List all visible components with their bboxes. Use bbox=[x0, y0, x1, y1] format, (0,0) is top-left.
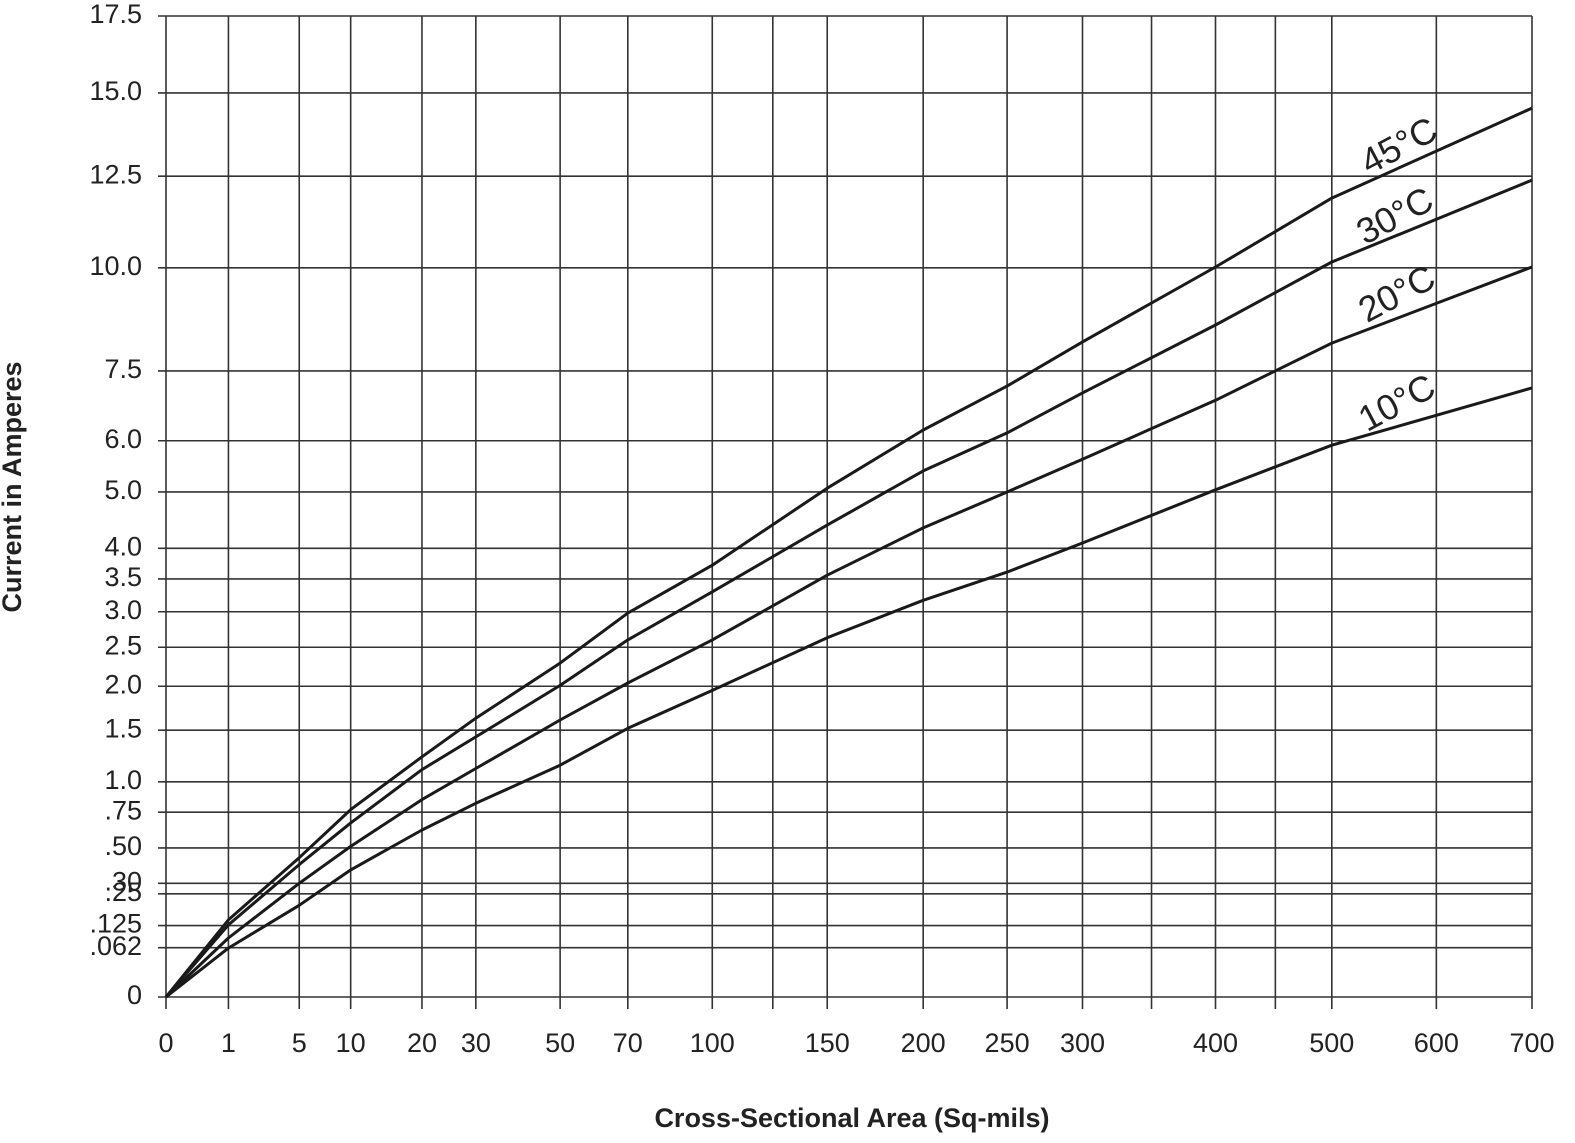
x-tick-label: 300 bbox=[1060, 1028, 1105, 1058]
x-tick-label: 1 bbox=[221, 1028, 236, 1058]
y-tick-label: 3.0 bbox=[104, 595, 142, 625]
y-tick-label: 3.5 bbox=[104, 562, 142, 592]
y-tick-label: 4.0 bbox=[104, 531, 142, 561]
y-tick-label: .062 bbox=[89, 931, 142, 961]
y-tick-label: .75 bbox=[104, 795, 142, 825]
y-tick-label: 6.0 bbox=[104, 424, 142, 454]
x-tick-label: 50 bbox=[545, 1028, 575, 1058]
series-label: 30°C bbox=[1349, 178, 1439, 252]
x-tick-label: 5 bbox=[292, 1028, 307, 1058]
x-tick-label: 10 bbox=[336, 1028, 366, 1058]
series-label: 45°C bbox=[1353, 108, 1443, 182]
y-tick-label: 2.0 bbox=[104, 669, 142, 699]
x-tick-label: 70 bbox=[613, 1028, 643, 1058]
x-tick-label: 500 bbox=[1309, 1028, 1354, 1058]
curve bbox=[165, 386, 1533, 999]
y-tick-label: .25 bbox=[104, 877, 142, 907]
y-tick-label: 17.5 bbox=[89, 0, 142, 29]
y-tick-label: 12.5 bbox=[89, 159, 142, 189]
y-tick-label: .50 bbox=[104, 831, 142, 861]
y-axis-title: Current in Amperes bbox=[0, 361, 27, 612]
series-label: 10°C bbox=[1351, 365, 1441, 439]
x-tick-label: 100 bbox=[690, 1028, 735, 1058]
x-tick-label: 250 bbox=[985, 1028, 1030, 1058]
x-tick-label: 0 bbox=[158, 1028, 173, 1058]
y-tick-label: 15.0 bbox=[89, 76, 142, 106]
y-tick-label: 0 bbox=[127, 980, 142, 1010]
x-tick-label: 700 bbox=[1509, 1028, 1554, 1058]
x-tick-label: 200 bbox=[901, 1028, 946, 1058]
y-tick-label: 1.5 bbox=[104, 713, 142, 743]
x-tick-label: 20 bbox=[407, 1028, 437, 1058]
curve bbox=[164, 265, 1533, 999]
y-tick-label: .30 bbox=[104, 866, 142, 896]
y-tick-label: 1.0 bbox=[104, 765, 142, 795]
x-tick-label: 400 bbox=[1193, 1028, 1238, 1058]
x-tick-label: 30 bbox=[461, 1028, 491, 1058]
y-tick-label: 5.0 bbox=[104, 475, 142, 505]
x-tick-label: 150 bbox=[805, 1028, 850, 1058]
curve bbox=[164, 178, 1533, 998]
x-axis-title: Cross-Sectional Area (Sq-mils) bbox=[654, 1103, 1049, 1133]
y-tick-label: 7.5 bbox=[104, 354, 142, 384]
y-tick-label: 2.5 bbox=[104, 630, 142, 660]
x-tick-label: 600 bbox=[1414, 1028, 1459, 1058]
y-tick-label: 10.0 bbox=[89, 251, 142, 281]
y-tick-label: .125 bbox=[89, 909, 142, 939]
curve bbox=[164, 106, 1533, 998]
